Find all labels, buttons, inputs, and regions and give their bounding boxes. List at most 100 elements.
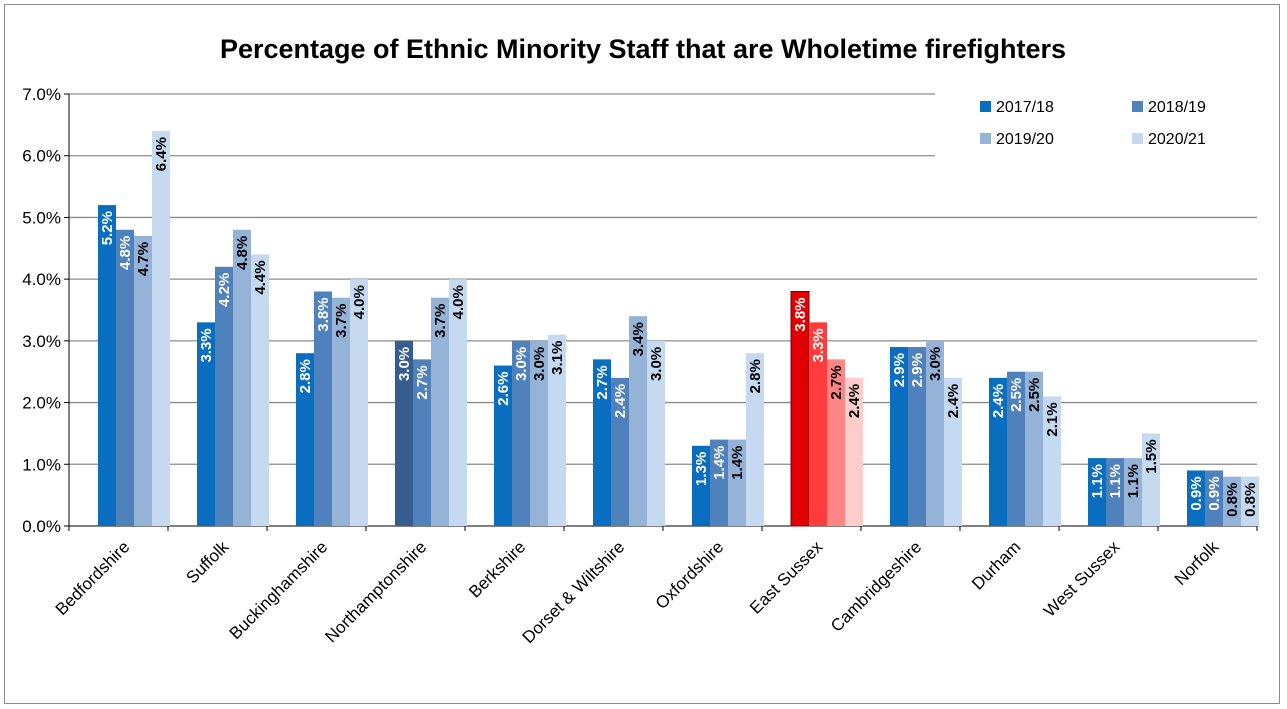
data-label: 2.4% bbox=[945, 384, 962, 418]
bar bbox=[1007, 371, 1025, 526]
bar bbox=[1223, 476, 1241, 526]
data-label: 2.7% bbox=[414, 365, 431, 399]
data-label: 0.8% bbox=[1224, 483, 1241, 517]
data-label: 1.1% bbox=[1107, 464, 1124, 498]
bar bbox=[827, 359, 845, 526]
bar bbox=[845, 377, 863, 526]
chart-frame: Percentage of Ethnic Minority Staff that… bbox=[4, 4, 1280, 704]
data-label: 3.7% bbox=[333, 304, 350, 338]
data-label: 2.4% bbox=[990, 384, 1007, 418]
bar bbox=[197, 322, 215, 526]
data-label: 2.7% bbox=[828, 365, 845, 399]
data-label: 1.4% bbox=[711, 446, 728, 480]
bar bbox=[611, 377, 629, 526]
y-tick-label: 4.0% bbox=[22, 270, 61, 289]
data-label: 3.0% bbox=[648, 347, 665, 381]
y-tick-label: 5.0% bbox=[22, 208, 61, 227]
bar bbox=[710, 439, 728, 526]
bar bbox=[251, 254, 269, 526]
data-label: 1.4% bbox=[729, 446, 746, 480]
category-label: Norfolk bbox=[1171, 537, 1223, 589]
bar bbox=[989, 377, 1007, 526]
category-label: Berkshire bbox=[465, 537, 529, 601]
data-label: 3.4% bbox=[630, 322, 647, 356]
data-label: 2.8% bbox=[297, 359, 314, 393]
chart: Percentage of Ethnic Minority Staff that… bbox=[22, 34, 1259, 647]
legend-label: 2018/19 bbox=[1148, 99, 1206, 116]
legend-label: 2017/18 bbox=[996, 99, 1054, 116]
data-label: 3.8% bbox=[792, 297, 809, 331]
bar bbox=[215, 266, 233, 526]
data-label: 2.4% bbox=[846, 384, 863, 418]
bar bbox=[692, 445, 710, 526]
y-tick-label: 6.0% bbox=[22, 147, 61, 166]
bar bbox=[728, 439, 746, 526]
data-labels: 5.2%4.8% 4.7%6.4%3.3%4.2%4.8%4.4%2.8%3.8%… bbox=[99, 137, 1259, 517]
bar bbox=[431, 297, 449, 526]
bar bbox=[1205, 470, 1223, 526]
bar bbox=[116, 229, 134, 526]
bar bbox=[593, 359, 611, 526]
y-tick-label: 7.0% bbox=[22, 85, 61, 104]
bar bbox=[548, 334, 566, 526]
legend-box bbox=[935, 85, 1257, 157]
data-label: 3.0% bbox=[396, 347, 413, 381]
bar bbox=[647, 340, 665, 526]
bar bbox=[98, 205, 116, 527]
bar bbox=[296, 353, 314, 526]
data-label: 2.4% bbox=[612, 384, 629, 418]
data-label: 4.8% bbox=[117, 236, 134, 270]
legend-label: 2019/20 bbox=[996, 131, 1054, 148]
category-label: West Sussex bbox=[1040, 537, 1124, 621]
category-label: Oxfordshire bbox=[652, 537, 728, 613]
y-tick-label: 3.0% bbox=[22, 332, 61, 351]
data-label: 2.1% bbox=[1044, 402, 1061, 436]
category-label: Durham bbox=[968, 537, 1024, 593]
bar bbox=[944, 377, 962, 526]
bar bbox=[1124, 458, 1142, 526]
data-label: 6.4% bbox=[153, 137, 170, 171]
data-label: 4.2% bbox=[216, 273, 233, 307]
bar bbox=[134, 235, 152, 526]
y-tick-label: 2.0% bbox=[22, 394, 61, 413]
data-label: 2.5% bbox=[1008, 378, 1025, 412]
bar bbox=[530, 340, 548, 526]
bar bbox=[1043, 396, 1061, 526]
bar bbox=[746, 353, 764, 526]
legend-swatch bbox=[980, 101, 991, 112]
data-label: 2.8% bbox=[747, 359, 764, 393]
bar bbox=[1025, 371, 1043, 526]
data-label: 2.6% bbox=[495, 372, 512, 406]
data-label: 1.3% bbox=[693, 452, 710, 486]
data-label: 4.4% bbox=[252, 260, 269, 294]
data-label: 0.8% bbox=[1242, 483, 1259, 517]
bar bbox=[332, 297, 350, 526]
bar bbox=[350, 279, 368, 526]
bar bbox=[908, 347, 926, 526]
data-label: 3.3% bbox=[810, 328, 827, 362]
legend: 2017/18 2018/19 2019/20 2020/21 bbox=[935, 85, 1257, 157]
category-label: Northamptonshire bbox=[321, 537, 430, 646]
data-label: 4.8% bbox=[234, 236, 251, 270]
bar bbox=[809, 322, 827, 526]
data-label: 1.1% bbox=[1125, 464, 1142, 498]
category-label: Dorset & Wiltshire bbox=[519, 537, 629, 647]
category-label: East Sussex bbox=[746, 537, 827, 618]
data-label: 3.1% bbox=[549, 341, 566, 375]
bar bbox=[1241, 476, 1259, 526]
data-label: 3.0% bbox=[927, 347, 944, 381]
data-label: 1.1% bbox=[1089, 464, 1106, 498]
bar bbox=[314, 291, 332, 526]
category-label: Buckinghamshire bbox=[226, 537, 332, 643]
legend-swatch bbox=[980, 133, 991, 144]
data-label: 4.0% bbox=[351, 285, 368, 319]
bar bbox=[1142, 433, 1160, 526]
bar bbox=[1088, 458, 1106, 526]
bar bbox=[233, 229, 251, 526]
bar bbox=[890, 347, 908, 526]
category-label: Cambridgeshire bbox=[827, 537, 925, 635]
data-label: 0.9% bbox=[1188, 476, 1205, 510]
data-label: 3.0% bbox=[531, 347, 548, 381]
data-label: 3.3% bbox=[198, 328, 215, 362]
bars bbox=[98, 131, 1259, 527]
